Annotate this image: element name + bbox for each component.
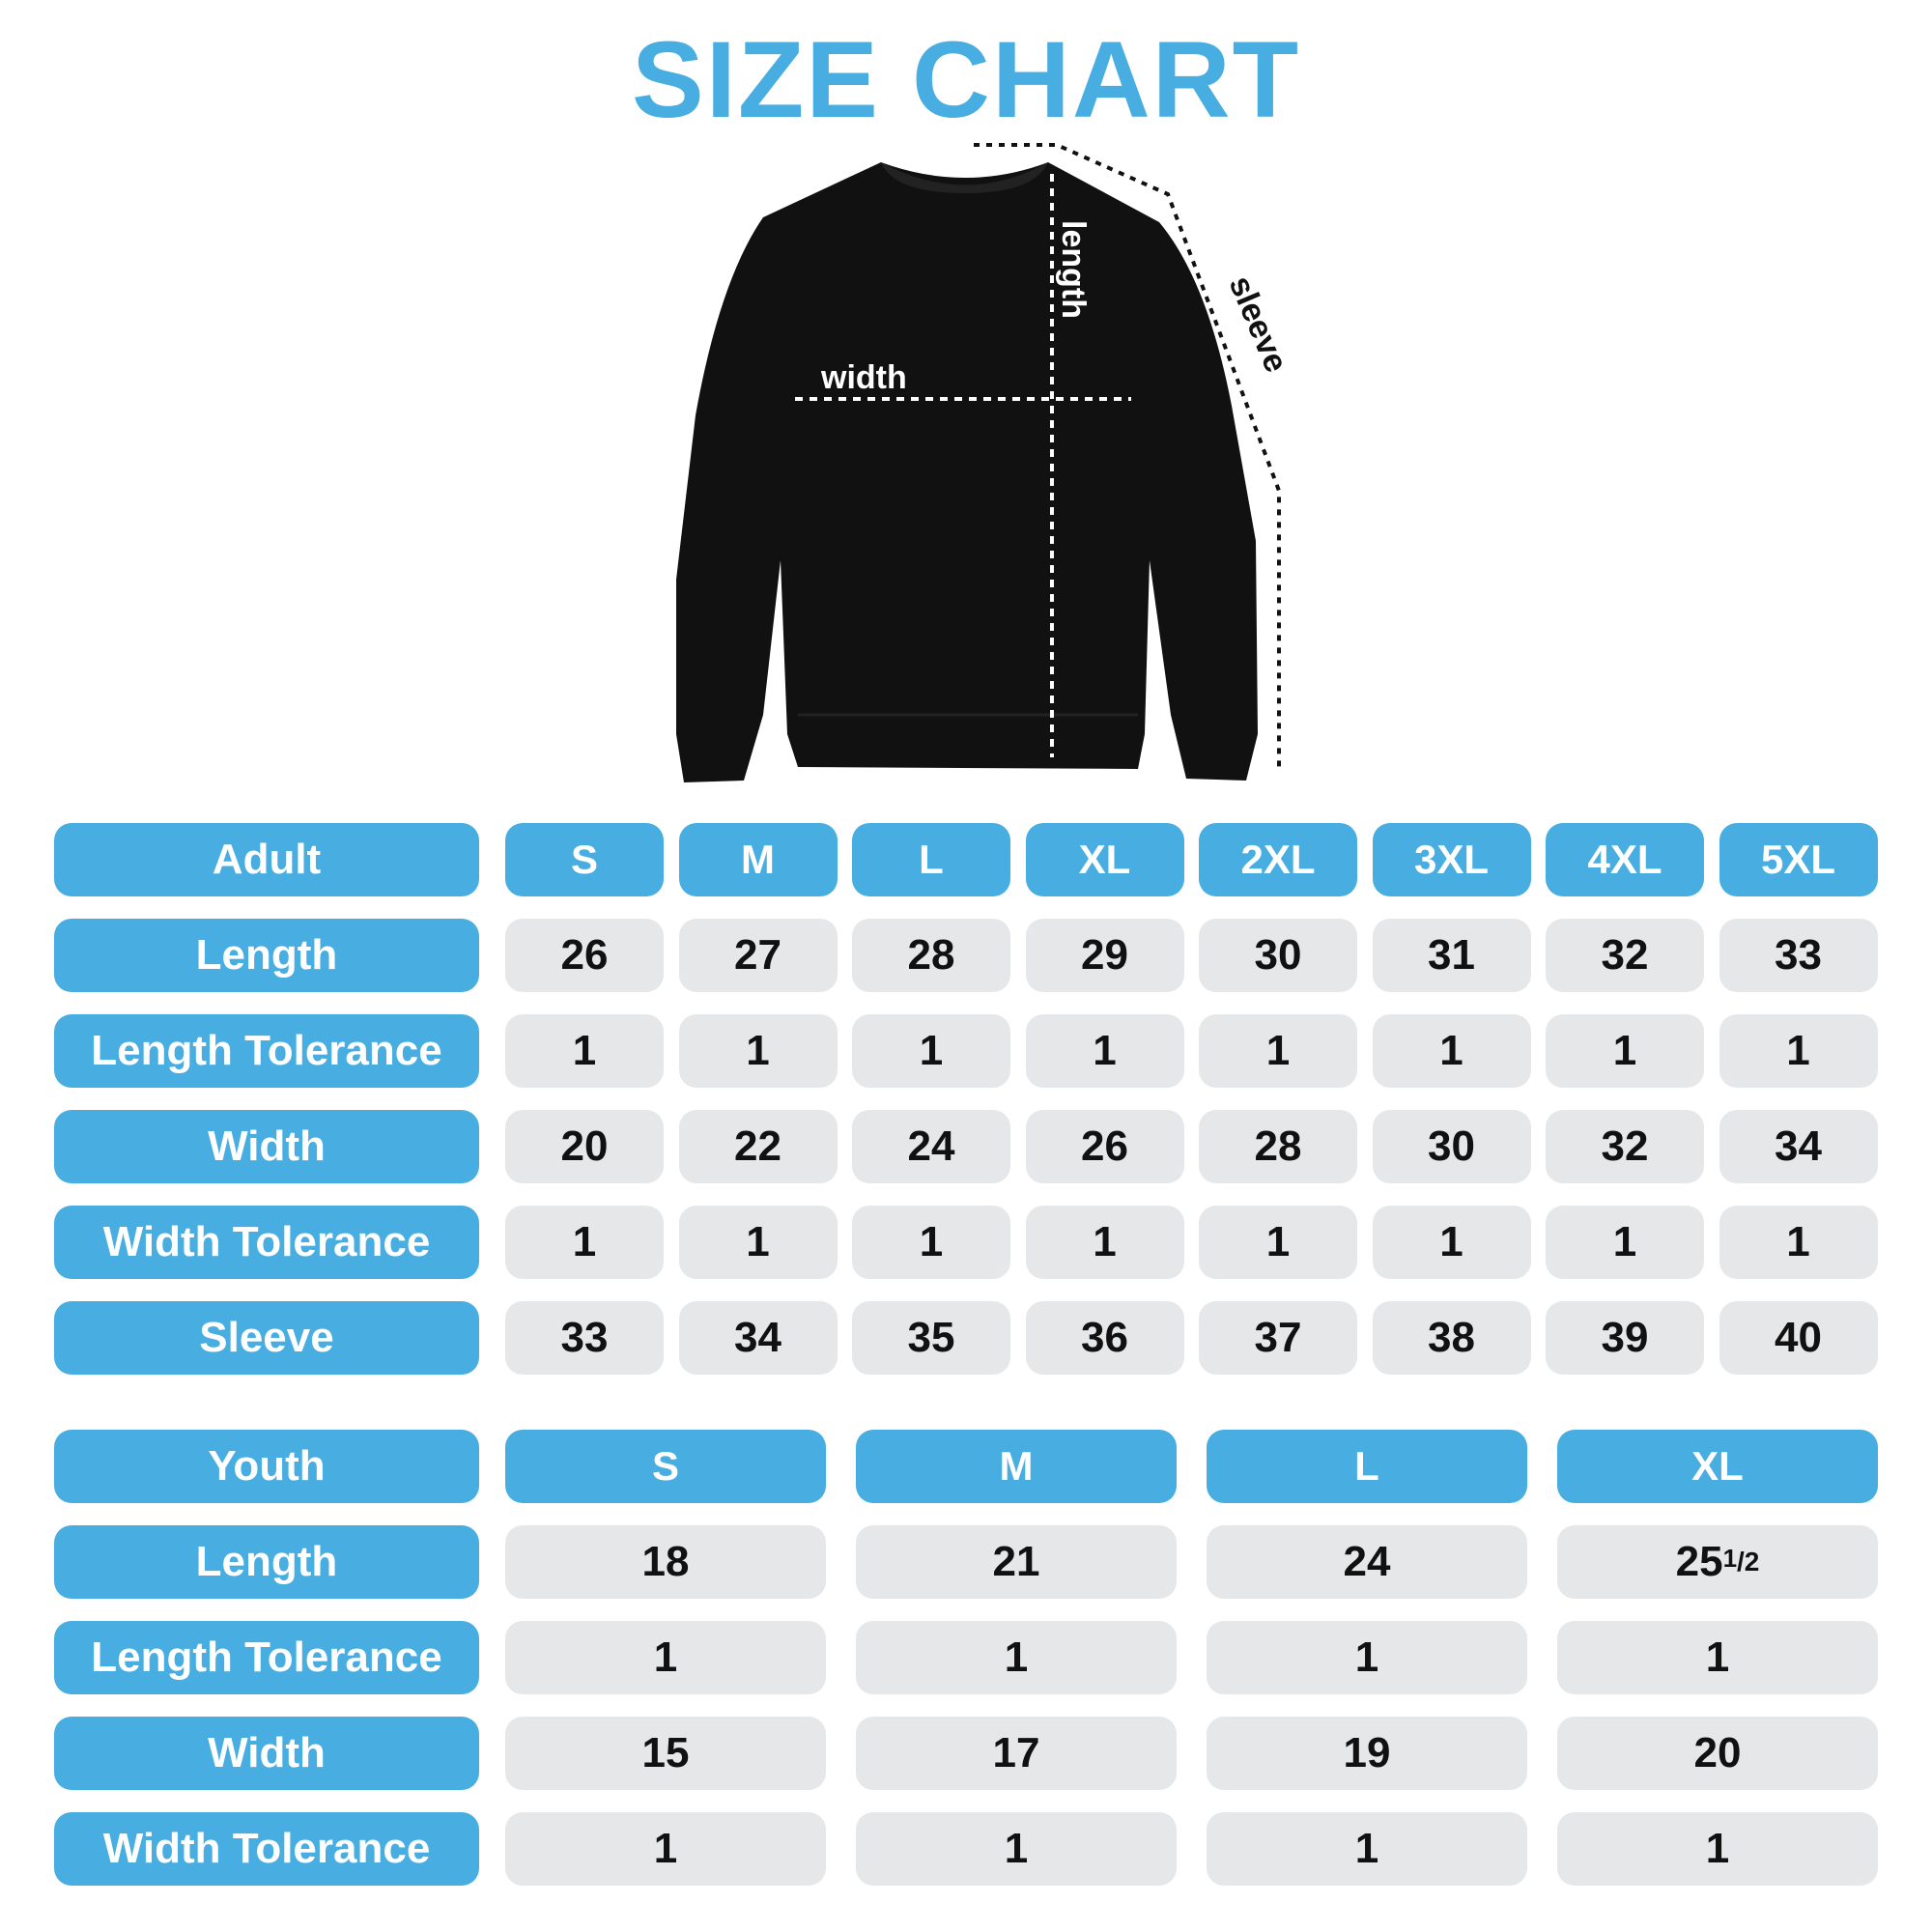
adult-cell: 26 xyxy=(1025,1110,1184,1183)
adult-cell: 1 xyxy=(1546,1206,1704,1279)
sleeve-measure-line xyxy=(974,143,1281,770)
adult-cell: 1 xyxy=(1199,1014,1357,1088)
adult-cell: 1 xyxy=(1719,1206,1878,1279)
adult-cell: 1 xyxy=(1719,1014,1878,1088)
youth-size-L: L xyxy=(1207,1430,1527,1503)
adult-cell: 24 xyxy=(852,1110,1010,1183)
adult-cell: 30 xyxy=(1372,1110,1531,1183)
youth-size-M: M xyxy=(856,1430,1177,1503)
adult-cell: 35 xyxy=(852,1301,1010,1375)
adult-cell: 34 xyxy=(678,1301,838,1375)
adult-cell: 29 xyxy=(1025,919,1184,992)
adult-size-XL: XL xyxy=(1025,823,1184,896)
adult-cell: 33 xyxy=(505,1301,664,1375)
adult-cell: 22 xyxy=(678,1110,838,1183)
adult-cell: 32 xyxy=(1546,919,1704,992)
youth-cell: 17 xyxy=(856,1717,1177,1790)
youth-cell: 1 xyxy=(856,1812,1177,1886)
adult-row-label: Sleeve xyxy=(54,1301,479,1375)
adult-row-label: Width xyxy=(54,1110,479,1183)
adult-row-label: Length xyxy=(54,919,479,992)
adult-cell: 39 xyxy=(1546,1301,1704,1375)
adult-cell: 37 xyxy=(1199,1301,1357,1375)
adult-cell: 38 xyxy=(1372,1301,1531,1375)
youth-row-label: Width Tolerance xyxy=(54,1812,479,1886)
adult-size-3XL: 3XL xyxy=(1372,823,1531,896)
adult-cell: 28 xyxy=(1199,1110,1357,1183)
youth-cell: 20 xyxy=(1557,1717,1878,1790)
adult-size-2XL: 2XL xyxy=(1199,823,1357,896)
sweater-image xyxy=(676,162,1258,782)
youth-cell: 1 xyxy=(505,1812,826,1886)
adult-cell: 1 xyxy=(1025,1206,1184,1279)
youth-cell: 21 xyxy=(856,1525,1177,1599)
youth-cell: 1 xyxy=(1557,1812,1878,1886)
adult-cell: 28 xyxy=(852,919,1010,992)
adult-cell: 1 xyxy=(505,1014,664,1088)
adult-cell: 36 xyxy=(1025,1301,1184,1375)
adult-cell: 1 xyxy=(1546,1014,1704,1088)
adult-size-L: L xyxy=(852,823,1010,896)
adult-size-5XL: 5XL xyxy=(1719,823,1878,896)
adult-cell: 1 xyxy=(1372,1206,1531,1279)
youth-cell: 18 xyxy=(505,1525,826,1599)
youth-cell: 1 xyxy=(1557,1621,1878,1694)
youth-cell: 1 xyxy=(856,1621,1177,1694)
length-label: length xyxy=(1055,220,1092,319)
adult-header-label: Adult xyxy=(54,823,479,896)
adult-cell: 1 xyxy=(678,1206,838,1279)
adult-cell: 1 xyxy=(1199,1206,1357,1279)
adult-cell: 34 xyxy=(1719,1110,1878,1183)
youth-cell: 15 xyxy=(505,1717,826,1790)
youth-header-label: Youth xyxy=(54,1430,479,1503)
youth-cell: 1 xyxy=(505,1621,826,1694)
youth-cell: 25 1/2 xyxy=(1557,1525,1878,1599)
adult-cell: 1 xyxy=(1372,1014,1531,1088)
adult-size-4XL: 4XL xyxy=(1546,823,1704,896)
youth-cell: 19 xyxy=(1207,1717,1527,1790)
youth-cell: 1 xyxy=(1207,1812,1527,1886)
adult-cell: 1 xyxy=(852,1014,1010,1088)
youth-row-label: Width xyxy=(54,1717,479,1790)
adult-size-S: S xyxy=(505,823,664,896)
adult-cell: 1 xyxy=(852,1206,1010,1279)
adult-size-M: M xyxy=(678,823,838,896)
width-label: width xyxy=(820,359,907,396)
adult-row-label: Width Tolerance xyxy=(54,1206,479,1279)
page-title: SIZE CHART xyxy=(632,19,1300,140)
youth-size-S: S xyxy=(505,1430,826,1503)
adult-cell: 40 xyxy=(1719,1301,1878,1375)
adult-row-label: Length Tolerance xyxy=(54,1014,479,1088)
sleeve-label: sleeve xyxy=(1222,270,1295,378)
adult-cell: 33 xyxy=(1719,919,1878,992)
youth-cell: 1 xyxy=(1207,1621,1527,1694)
adult-cell: 1 xyxy=(505,1206,664,1279)
youth-row-label: Length xyxy=(54,1525,479,1599)
youth-size-XL: XL xyxy=(1557,1430,1878,1503)
adult-cell: 32 xyxy=(1546,1110,1704,1183)
adult-cell: 1 xyxy=(1025,1014,1184,1088)
adult-cell: 26 xyxy=(505,919,664,992)
adult-cell: 27 xyxy=(678,919,838,992)
adult-cell: 20 xyxy=(505,1110,664,1183)
adult-cell: 31 xyxy=(1372,919,1531,992)
youth-row-label: Length Tolerance xyxy=(54,1621,479,1694)
youth-cell: 24 xyxy=(1207,1525,1527,1599)
adult-cell: 30 xyxy=(1199,919,1357,992)
adult-cell: 1 xyxy=(678,1014,838,1088)
